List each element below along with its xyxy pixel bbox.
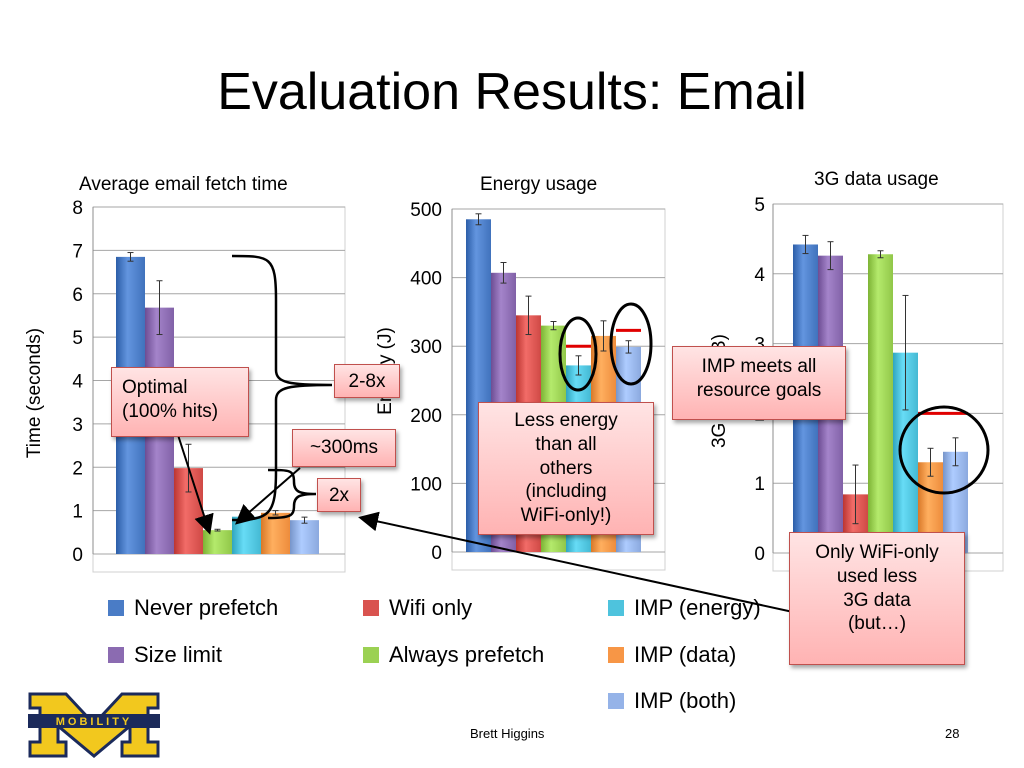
y-tick-label: 100 [410,474,442,495]
chart-title-energy: Energy usage [480,174,598,195]
y-tick-label: 3 [72,415,83,436]
y-tick-label: 1 [72,502,83,523]
callout-2-8x: 2-8x [334,364,400,398]
y-tick-label: 500 [410,200,442,221]
y-tick-label: 1 [754,474,765,495]
legend-item-imp-both: IMP (both) [608,688,736,714]
circle-imp-data-both [898,405,990,495]
legend-label: IMP (data) [634,642,737,667]
bar-imp-data [261,512,290,554]
legend-item-imp-data: IMP (data) [608,642,736,668]
y-tick-label: 5 [72,328,83,349]
callout-optimal: Optimal (100% hits) [111,367,249,437]
callout-2x: 2x [317,478,361,512]
legend-swatch [608,600,624,616]
callout-300ms: ~300ms [292,429,396,467]
legend-item-always-prefetch: Always prefetch [363,642,544,668]
y-tick-label: 0 [431,543,442,564]
legend-swatch [363,647,379,663]
legend-label: Wifi only [389,595,473,620]
legend-item-never-prefetch: Never prefetch [108,595,278,621]
legend-swatch [108,600,124,616]
legend-label: IMP (both) [634,688,737,713]
legend-item-size-limit: Size limit [108,642,222,668]
chart-title-fetch-time: Average email fetch time [79,174,288,195]
y-tick-label: 0 [72,545,83,566]
callout-energy-note: Less energy than all others (including W… [478,402,654,535]
callout-wifi-only-note: Only WiFi-only used less 3G data (but…) [789,532,965,665]
footer-author: Brett Higgins [470,726,545,741]
bar-always-prefetch [868,254,893,554]
legend-label: Always prefetch [389,642,545,667]
arrow-wifi-only [358,511,794,613]
y-tick-label: 8 [72,198,83,219]
bar-imp-both [290,520,319,554]
legend-swatch [108,647,124,663]
mobility-logo: MOBILITY [28,692,160,758]
legend-label: Never prefetch [134,595,279,620]
slide-title: Evaluation Results: Email [217,63,807,121]
legend-item-wifi-only: Wifi only [363,595,472,621]
y-tick-label: 300 [410,337,442,358]
y-tick-label: 4 [754,265,765,286]
bar-always-prefetch [203,530,232,554]
y-tick-label: 2 [72,458,83,479]
circle-imp-both [609,302,653,386]
arrow-optimal [177,434,214,535]
legend-label: Size limit [134,642,223,667]
brace-2-8x [231,254,333,522]
logo-text: MOBILITY [56,716,133,728]
y-tick-label: 7 [72,241,83,262]
y-tick-label: 6 [72,285,83,306]
y-tick-label: 4 [72,372,83,393]
arrow-latency [234,467,301,525]
legend-swatch [608,647,624,663]
circle-imp-energy [558,316,598,392]
legend-label: IMP (energy) [634,595,761,620]
legend-swatch [608,693,624,709]
chart-title-3g-data: 3G data usage [814,169,939,190]
legend-swatch [363,600,379,616]
y-tick-label: 200 [410,406,442,427]
y-tick-label: 0 [754,544,765,565]
y-tick-label: 5 [754,195,765,216]
y-tick-label: 400 [410,269,442,290]
y-tick-label: 3 [754,335,765,356]
legend-item-imp-energy: IMP (energy) [608,595,761,621]
page-number: 28 [945,726,960,741]
callout-imp-goals: IMP meets all resource goals [672,346,846,420]
